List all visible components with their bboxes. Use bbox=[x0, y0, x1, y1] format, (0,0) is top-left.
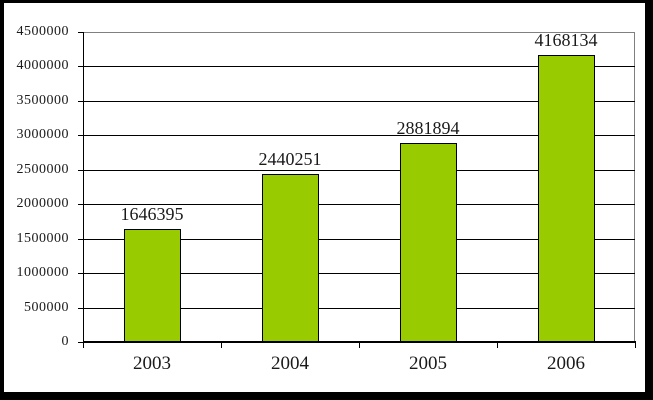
bar-2003 bbox=[124, 229, 181, 342]
gridline bbox=[83, 170, 635, 171]
x-axis-tick bbox=[497, 343, 498, 348]
y-axis-tick-label: 0 bbox=[61, 334, 69, 349]
x-axis-category-label: 2003 bbox=[133, 353, 171, 374]
bar-value-label: 4168134 bbox=[534, 30, 598, 50]
bar-value-label: 2881894 bbox=[396, 118, 460, 138]
y-axis-tick-label: 4000000 bbox=[16, 58, 69, 73]
gridline bbox=[83, 239, 635, 240]
x-axis-line bbox=[83, 341, 636, 343]
bar-value-label: 1646395 bbox=[120, 204, 184, 224]
y-axis-tick bbox=[78, 170, 83, 171]
y-axis-tick-label: 2500000 bbox=[16, 162, 69, 177]
bar-2005 bbox=[400, 143, 457, 342]
y-axis-line bbox=[83, 32, 84, 342]
y-axis-tick bbox=[78, 239, 83, 240]
bar-2006 bbox=[538, 55, 595, 342]
x-axis-category-label: 2005 bbox=[409, 353, 447, 374]
x-axis-tick bbox=[359, 343, 360, 348]
y-axis-tick bbox=[78, 101, 83, 102]
y-axis-tick-label: 2000000 bbox=[16, 196, 69, 211]
x-axis-tick bbox=[221, 343, 222, 348]
gridline bbox=[83, 135, 635, 136]
gridline bbox=[83, 308, 635, 309]
gridline bbox=[83, 66, 635, 67]
x-axis-tick bbox=[83, 343, 84, 348]
x-axis-category-label: 2006 bbox=[547, 353, 585, 374]
y-axis-tick-label: 3500000 bbox=[16, 93, 69, 108]
y-axis-tick-label: 1000000 bbox=[16, 265, 69, 280]
gridline bbox=[83, 101, 635, 102]
y-axis-tick-label: 500000 bbox=[24, 300, 69, 315]
y-axis-tick bbox=[78, 342, 83, 343]
x-axis-category-label: 2004 bbox=[271, 353, 309, 374]
bar-chart: 0 500000 1000000 1500000 2000000 2500000 30000… bbox=[4, 3, 645, 392]
y-axis-tick bbox=[78, 135, 83, 136]
gridline bbox=[83, 273, 635, 274]
bar-2004 bbox=[262, 174, 319, 342]
y-axis-tick bbox=[78, 66, 83, 67]
y-axis-tick bbox=[78, 204, 83, 205]
y-axis-tick-label: 3000000 bbox=[16, 127, 69, 142]
y-axis-tick bbox=[78, 273, 83, 274]
y-axis-tick bbox=[78, 32, 83, 33]
y-axis-tick bbox=[78, 308, 83, 309]
y-axis-tick-label: 4500000 bbox=[16, 24, 69, 39]
y-axis-tick-label: 1500000 bbox=[16, 231, 69, 246]
bar-value-label: 2440251 bbox=[258, 149, 322, 169]
x-axis-tick bbox=[635, 343, 636, 348]
gridline bbox=[83, 204, 635, 205]
